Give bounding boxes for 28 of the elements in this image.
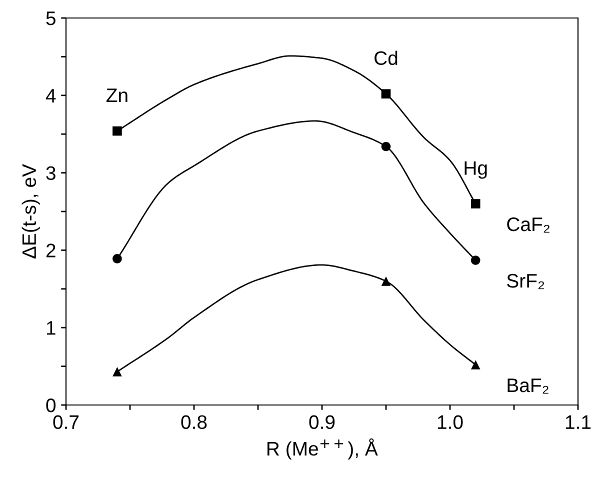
x-tick-label: 0.8	[181, 415, 207, 430]
series-label: CaF₂	[507, 217, 550, 233]
annotation: Zn	[106, 88, 128, 102]
point	[381, 276, 391, 286]
annotation: Cd	[374, 50, 398, 66]
point	[381, 142, 391, 152]
point	[112, 126, 122, 136]
point	[112, 367, 122, 376]
x-tick-label: 1.1	[566, 415, 591, 429]
series-label: BaF₂	[508, 378, 548, 394]
y-tick-label: 5	[46, 12, 56, 26]
y-tick-label: 1	[46, 321, 56, 335]
text: 1.0	[438, 415, 463, 430]
x-axis-title: R (Me$^{++}$), Å	[268, 438, 378, 460]
y-axis-title: ΔE(t-s), eV	[22, 164, 40, 258]
y-tick-label: 3	[46, 166, 56, 180]
point	[470, 256, 480, 265]
point	[381, 89, 391, 99]
point	[112, 254, 122, 264]
annotation: Hg	[464, 161, 487, 179]
series-label: SrF₂	[507, 274, 544, 290]
y-tick-label: 4	[46, 89, 56, 102]
y-tick-label: 0	[46, 398, 56, 412]
point	[470, 360, 480, 370]
x-tick-label: 0.7	[53, 415, 79, 430]
x-tick-label: 0.9	[309, 415, 335, 430]
y-tick-label: 2	[46, 244, 56, 258]
point	[470, 199, 480, 208]
